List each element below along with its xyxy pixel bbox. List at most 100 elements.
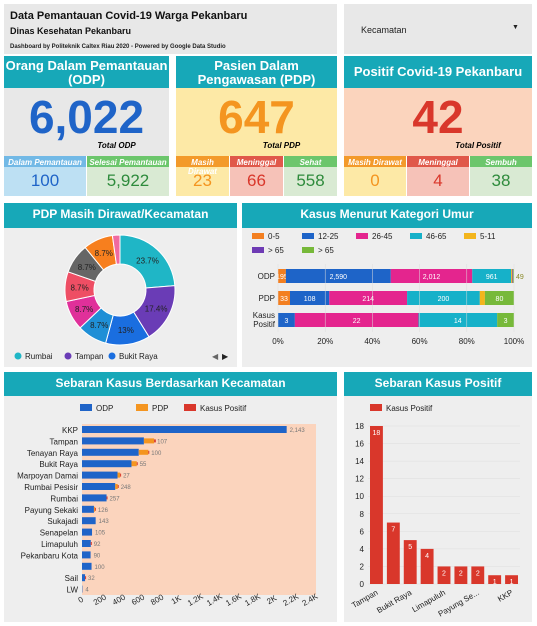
y-tick-label: 2: [360, 562, 365, 571]
bar-value-label: 4: [425, 553, 429, 560]
umur-chart: 0-5 12-25 26-45 46-65 5-11 > 65 > 65 ODP 195 2,59…: [252, 232, 524, 346]
credit-text: Dashboard by Politeknik Caltex Riau 2020…: [10, 44, 226, 50]
stacked-bar-segment: [278, 269, 286, 283]
bar-value-label: 195: [276, 274, 288, 281]
legend-label: 12-25: [318, 232, 339, 241]
umur-panel: Kasus Menurut Kategori Umur 0-5 12-25 26-4…: [242, 203, 532, 367]
legend-swatch: [252, 247, 264, 253]
pdp-meninggal-value: 66: [247, 171, 266, 190]
stacked-bar-segment: [513, 269, 514, 283]
positif-meninggal: Meninggal 4: [407, 156, 469, 196]
chevron-down-icon[interactable]: ▼: [512, 24, 519, 31]
stacked-bar-segment: [407, 291, 480, 305]
legend-label: > 65: [318, 246, 334, 255]
y-tick-label: 0: [360, 580, 365, 589]
sebaran-title: Sebaran Kasus Berdasarkan Kecamatan: [4, 372, 337, 396]
odp-selesai: Selesai Pemantauan 5,922: [87, 156, 169, 196]
positif-bar: [420, 548, 434, 584]
pdp-bar: [131, 461, 137, 467]
bar-value-label: 2: [476, 570, 480, 577]
legend-swatch: [136, 404, 148, 411]
positif-bar: [136, 462, 138, 466]
odp-selesai-value: 5,922: [106, 171, 150, 190]
stacked-bar-segment: [472, 269, 512, 283]
y-tick-label: 4: [360, 545, 365, 554]
odp-bar: [82, 471, 118, 479]
x-tick-label: 20%: [317, 337, 333, 346]
stacked-bar-segment: [278, 313, 295, 327]
pdp-bar: [138, 449, 149, 455]
filter-label: Kecamatan: [361, 25, 407, 35]
donut-slice-label: 8.7%: [70, 283, 88, 292]
positif-bar: [505, 575, 518, 584]
positif-total-label: Total Positif: [455, 141, 501, 150]
legend-label: Rumbai: [25, 352, 53, 361]
bar-value-label: 961: [486, 274, 498, 281]
y-tick-label: 16: [355, 440, 364, 449]
legend-swatch: [64, 352, 72, 360]
x-tick-label: KKP: [496, 588, 514, 604]
odp-bar: [82, 528, 93, 536]
positif-bar: [85, 576, 87, 580]
stacked-bar-segment: [418, 313, 498, 327]
odp-total-value: 6,022: [28, 91, 145, 143]
pdp-bar: [117, 472, 121, 478]
donut-slice-label: 17.4%: [145, 304, 168, 313]
stacked-bar-segment: [329, 291, 408, 305]
bar-end-label: 257: [110, 496, 121, 502]
positif-total-value: 42: [412, 91, 464, 143]
positif-bar: [90, 542, 92, 545]
sebaran-panel: Sebaran Kasus Berdasarkan Kecamatan ODP P…: [4, 372, 337, 622]
page-title: Data Pemantauan Covid-19 Warga Pekanbaru: [10, 10, 248, 22]
positif-bar: [148, 450, 150, 454]
positif-chart: Kasus Positif02468101214161818Tampan75Bu…: [350, 404, 520, 619]
category-label: Sail: [65, 574, 79, 583]
odp-bar: [82, 437, 144, 445]
odp-title: Orang Dalam Pemantauan (ODP): [4, 56, 169, 88]
legend-label: Kasus Positif: [386, 404, 433, 413]
bar-end-label: 2,143: [290, 428, 306, 434]
pdp-sehat: Sehat 558: [284, 156, 337, 196]
category-label: Sukajadi: [47, 517, 78, 526]
odp-dalam-label: Dalam Pemantauan: [4, 156, 86, 167]
bar-end-label: 55: [140, 462, 147, 468]
odp-selesai-label: Selesai Pemantauan: [87, 156, 169, 167]
legend-swatch: [252, 233, 264, 239]
odp-bar: [82, 494, 107, 502]
bar-value-label: 80: [496, 296, 504, 303]
category-label: Kasus: [253, 311, 275, 320]
pdp-total-label: Total PDP: [262, 141, 301, 150]
bar-value-label: 2,012: [423, 274, 441, 281]
page-subtitle: Dinas Kesehatan Pekanbaru: [10, 26, 132, 36]
category-label: KKP: [62, 426, 78, 435]
pdp-bar: [143, 438, 155, 444]
kecamatan-filter[interactable]: Kecamatan ▼: [344, 4, 532, 54]
legend-swatch: [302, 233, 314, 239]
bar-end-label: 4: [85, 588, 89, 594]
category-label: Pekanbaru Kota: [21, 551, 79, 560]
odp-bar: [82, 505, 94, 513]
next-page-icon: ▶: [222, 352, 229, 361]
positif-meninggal-value: 4: [433, 171, 443, 190]
stacked-bar-segment: [290, 291, 330, 305]
bar-end-label: 100: [95, 565, 106, 571]
umur-title: Kasus Menurut Kategori Umur: [242, 203, 532, 228]
legend-label: Tampan: [75, 352, 103, 361]
stacked-bar-segment: [511, 269, 513, 283]
positif-sembuh: Sembuh 38: [470, 156, 532, 196]
pdp-panel: 647 Total PDP: [176, 88, 337, 156]
pdp-meninggal-label: Meninggal: [230, 156, 283, 167]
prev-page-icon: ◀: [212, 352, 219, 361]
odp-bar: [82, 574, 86, 582]
odp-bar: [82, 562, 92, 570]
odp-dalam-value: 100: [30, 171, 60, 190]
odp-bar: [82, 517, 96, 525]
legend-label: ODP: [96, 404, 113, 413]
positif-chart-title: Sebaran Kasus Positif: [344, 372, 532, 396]
donut-title: PDP Masih Dirawat/Kecamatan: [4, 203, 237, 228]
legend-swatch: [302, 247, 314, 253]
bar-end-label: 49: [516, 274, 524, 281]
odp-bar: [82, 448, 139, 456]
bar-end-label: 92: [94, 542, 101, 548]
bar-value-label: 33: [280, 296, 288, 303]
